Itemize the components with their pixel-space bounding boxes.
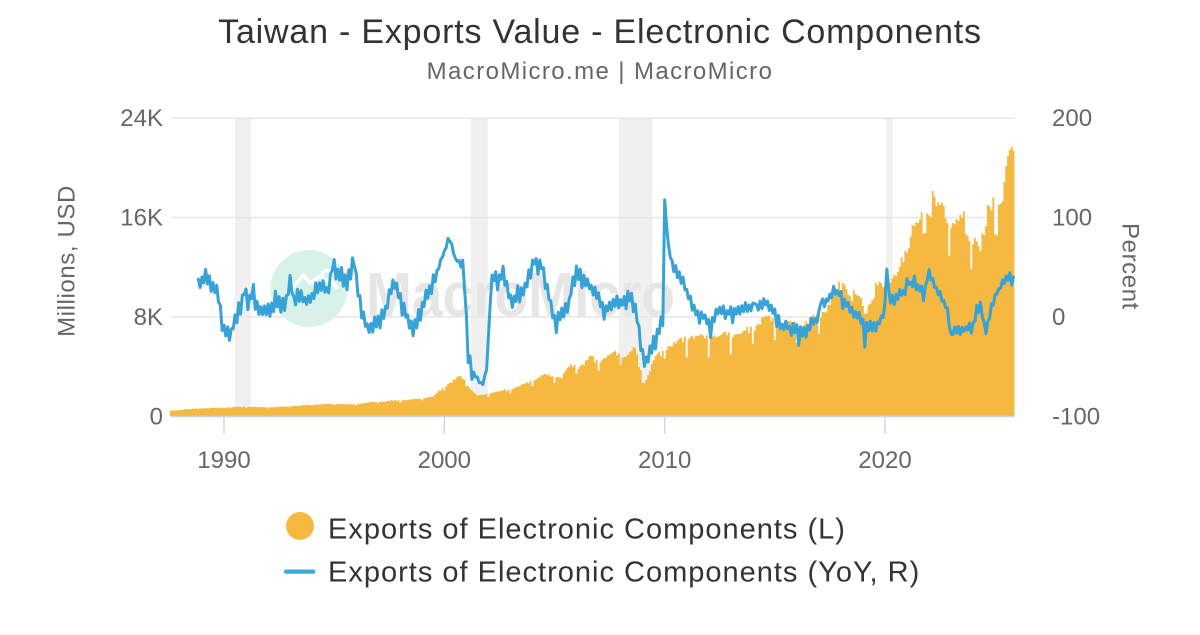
svg-text:24K: 24K [120, 105, 163, 132]
svg-text:2000: 2000 [418, 447, 471, 474]
svg-text:0: 0 [1052, 304, 1065, 331]
svg-text:100: 100 [1052, 205, 1092, 232]
svg-text:Millions, USD: Millions, USD [54, 185, 81, 337]
svg-text:Taiwan - Exports Value - Elect: Taiwan - Exports Value - Electronic Comp… [218, 13, 982, 51]
svg-text:Percent: Percent [1117, 223, 1144, 310]
svg-text:16K: 16K [120, 205, 163, 232]
svg-text:2020: 2020 [858, 447, 911, 474]
svg-text:200: 200 [1052, 105, 1092, 132]
svg-text:1990: 1990 [197, 447, 250, 474]
svg-text:Exports of Electronic Componen: Exports of Electronic Components (YoY, R… [328, 556, 920, 588]
svg-text:8K: 8K [134, 304, 163, 331]
svg-text:MacroMicro.me | MacroMicro: MacroMicro.me | MacroMicro [427, 58, 774, 85]
svg-text:-100: -100 [1052, 403, 1100, 430]
svg-text:0: 0 [150, 403, 163, 430]
svg-text:2010: 2010 [638, 447, 691, 474]
svg-text:Exports of Electronic Componen: Exports of Electronic Components (L) [328, 514, 846, 546]
